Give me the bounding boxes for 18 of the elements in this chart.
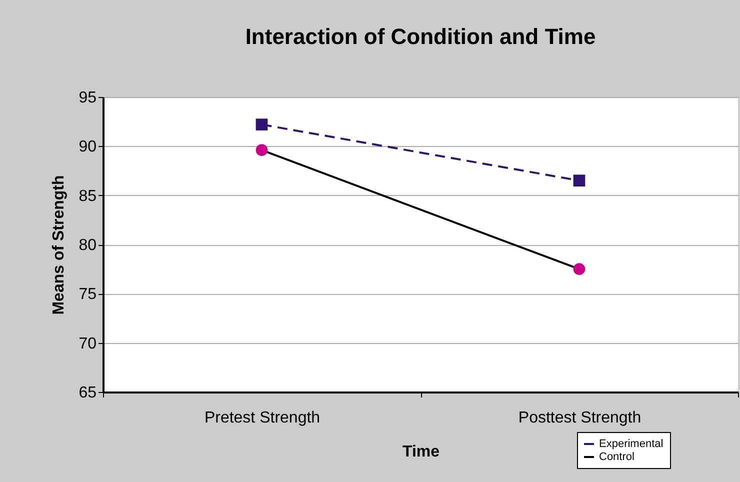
y-tick-label: 85 [78,188,97,205]
y-tick-label: 80 [78,237,97,254]
chart-title: Interaction of Condition and Time [245,24,596,49]
point [573,263,586,275]
y-tick-label: 95 [78,90,97,106]
y-tick-label: 90 [78,138,97,156]
legend-label: Experimental [599,438,664,450]
x-tick-label: Posttest Strength [518,410,642,426]
point [256,144,268,156]
x-axis-title: Time [402,444,440,460]
x-tick-label: Pretest Strength [204,410,320,426]
y-axis-title: Means of Strength [50,175,68,315]
y-tick-label: 70 [78,335,97,352]
y-tick-label: 75 [78,286,97,304]
legend-label: Control [599,451,634,463]
point [573,174,586,186]
y-tick-label: 65 [78,384,97,402]
point [256,118,268,130]
